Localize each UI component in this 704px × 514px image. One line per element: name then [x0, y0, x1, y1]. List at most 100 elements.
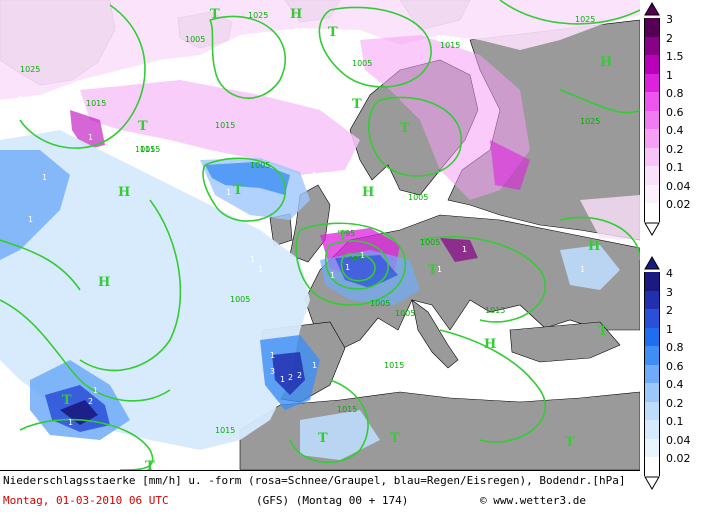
rain-legend: 4 3 2 1 0.8 0.6 0.4 0.2 0.1 0.04 0.02 — [640, 256, 704, 496]
rain-legend-swatch — [644, 327, 660, 346]
snow-legend-label: 1 — [666, 68, 673, 82]
precip-contour-labels: 1 1 1 1 1 1 1 1 1 1 1 1 1 1 1 2 3 1 2 2 … — [18, 95, 585, 427]
precip-label: 1 — [270, 351, 275, 360]
snow-legend-swatch — [644, 18, 660, 37]
rain-legend-swatch — [644, 346, 660, 365]
low-pressure-marker: T — [210, 7, 220, 22]
isobar-label: 1005 — [420, 238, 440, 247]
isobar-label: 1015 — [440, 41, 460, 50]
snow-legend-swatch — [644, 36, 660, 55]
legend-arrow-up — [644, 256, 660, 270]
rain-legend-swatch — [644, 420, 660, 439]
snow-legend-swatch — [644, 73, 660, 92]
snow-legend-row: 0.04 — [644, 180, 702, 203]
rain-legend-label: 0.4 — [666, 378, 684, 391]
low-pressure-marker: T — [233, 183, 243, 198]
snow-legend-row: 2 — [644, 32, 702, 55]
rain-areas — [0, 130, 620, 460]
isobar-label: 1025 — [575, 15, 595, 24]
isobar-label: 1015 — [140, 145, 160, 154]
high-pressure-marker: H — [98, 275, 110, 290]
snow-legend-swatch — [644, 184, 660, 203]
precip-label: 1 — [88, 133, 93, 142]
isobar-label: 1015 — [215, 121, 235, 130]
rain-legend-label: 4 — [666, 267, 673, 280]
rain-legend-swatch — [644, 309, 660, 328]
precip-label: 1 — [462, 245, 467, 254]
snow-legend-row: 1 — [644, 69, 702, 92]
caption-copyright: © www.wetter3.de — [480, 494, 586, 507]
precip-label: 2 — [297, 371, 302, 380]
precip-label: 1 — [437, 265, 442, 274]
high-pressure-marker: H — [118, 185, 130, 200]
snow-legend-swatch — [644, 55, 660, 74]
snow-legend-row: 0.4 — [644, 124, 702, 148]
snow-legend-label: 0.6 — [666, 105, 684, 119]
legend-arrow-down — [644, 222, 660, 236]
caption-title: Niederschlagsstaerke [mm/h] u. -form (ro… — [3, 474, 626, 487]
precip-label: 1 — [330, 271, 335, 280]
rain-legend-swatch — [644, 383, 660, 402]
precip-label: 1 — [68, 418, 73, 427]
pressure-center-markers: H T H T T T T H T H T H T H T H T T T T … — [62, 7, 612, 470]
rain-legend-row: 0.8 — [644, 341, 702, 365]
precip-label: 2 — [288, 373, 293, 382]
precip-label: 1 — [280, 375, 285, 384]
precip-label: 1 — [258, 265, 263, 274]
isobar-label: 985 — [348, 255, 363, 264]
rain-legend-label: 0.8 — [666, 341, 684, 354]
isobar-label: 1005 — [408, 193, 428, 202]
isobar-label: 1005 — [352, 59, 372, 68]
snow-legend-swatch — [644, 110, 660, 129]
snow-legend-label: 0.04 — [666, 179, 691, 193]
snow-legend-label: 0.4 — [666, 124, 684, 137]
precip-label: 1 — [42, 173, 47, 182]
rain-legend-swatch — [644, 364, 660, 383]
low-pressure-marker: T — [428, 263, 438, 278]
snow-legend-row: 0.6 — [644, 106, 702, 129]
isobar-labels: 1025 1005 1005 1025 1015 1025 1015 1025 … — [20, 11, 600, 435]
isobars — [0, 0, 640, 470]
rain-legend-row: 0.6 — [644, 360, 702, 383]
isobar-label: 995 — [340, 229, 355, 238]
isobar-label: 1005 — [185, 35, 205, 44]
low-pressure-marker: T — [352, 97, 362, 112]
snow-legend-label: 0.1 — [666, 161, 684, 174]
isobar-label: 1015 — [384, 361, 404, 370]
rain-legend-label: 0.04 — [666, 433, 691, 447]
rain-legend-row: 3 — [644, 286, 702, 309]
rain-legend-label: 0.02 — [666, 452, 691, 465]
rain-legend-row: 4 — [644, 267, 702, 291]
low-pressure-marker: T — [598, 324, 608, 339]
snow-legend-label: 0.02 — [666, 198, 691, 211]
snow-legend: 3 2 1.5 1 0.8 0.6 0.4 0.2 0.1 0.04 0.02 — [640, 2, 704, 246]
precip-label: 1 — [580, 265, 585, 274]
low-pressure-marker: T — [138, 119, 148, 134]
isobar-label: 1015 — [337, 405, 357, 414]
snow-legend-row: 0.1 — [644, 161, 702, 185]
rain-legend-row: 0.02 — [644, 452, 702, 476]
high-pressure-marker: H — [484, 337, 496, 352]
legend-arrow-up — [644, 2, 660, 16]
rain-legend-label: 0.1 — [666, 415, 684, 428]
precip-label: 1 — [360, 251, 365, 260]
high-pressure-marker: H — [600, 55, 612, 70]
precip-label: 1 — [312, 361, 317, 370]
caption-model: (GFS) (Montag 00 + 174) — [256, 494, 409, 507]
isobar-label: 1005 — [395, 309, 415, 318]
low-pressure-marker: T — [565, 435, 575, 450]
rain-legend-label: 0.2 — [666, 396, 684, 410]
snow-legend-swatch — [644, 147, 660, 166]
rain-legend-row: 0.4 — [644, 378, 702, 402]
low-pressure-marker: T — [318, 431, 328, 446]
rain-legend-swatch — [644, 290, 660, 309]
snow-legend-label: 0.2 — [666, 142, 684, 156]
high-pressure-marker: H — [362, 185, 374, 200]
precip-label: 1 — [204, 149, 209, 158]
precip-label: 1 — [93, 386, 98, 395]
isobar-label: 1015 — [485, 306, 505, 315]
snow-legend-row: 0.2 — [644, 143, 702, 166]
rain-legend-row: 0.1 — [644, 415, 702, 439]
low-pressure-marker: T — [145, 459, 155, 470]
snow-legend-row: 0.8 — [644, 87, 702, 111]
